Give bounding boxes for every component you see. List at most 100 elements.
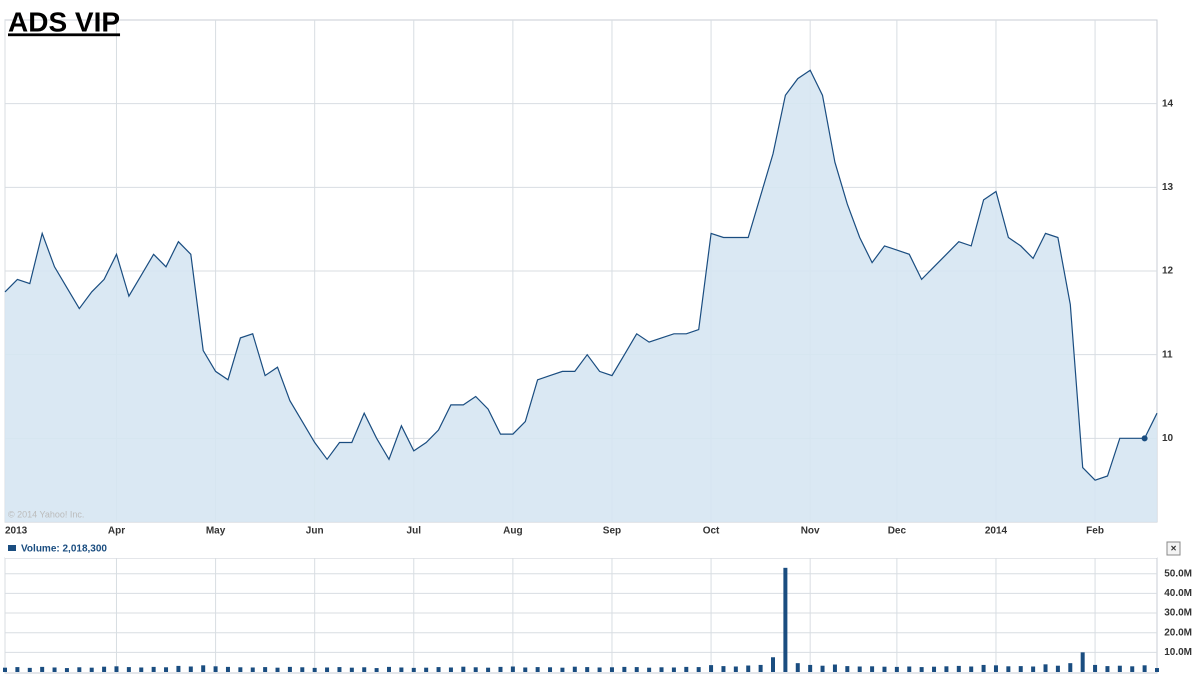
volume-bar [164,667,169,672]
volume-bar [1117,665,1122,672]
y-tick-label: 10 [1162,433,1174,444]
volume-bar [981,664,986,672]
volume-bar [300,667,305,672]
volume-bar [609,667,614,672]
volume-bar [659,667,664,672]
volume-bar [3,667,7,672]
volume-bar [64,668,69,672]
volume-bar [399,667,404,672]
volume-bar [622,666,627,672]
volume-bar [89,667,94,672]
volume-bar [349,667,354,672]
volume-bar [1043,664,1048,672]
volume-bar [733,666,738,672]
volume-bar [572,666,577,672]
volume-y-tick-label: 50.0M [1164,568,1192,579]
volume-bar [201,665,206,672]
volume-y-tick-label: 10.0M [1164,647,1192,658]
volume-bar [560,667,565,672]
volume-bar [250,667,255,672]
volume-bar [424,667,429,672]
x-tick-label: Oct [703,526,720,537]
volume-bar [126,667,131,672]
x-tick-label: Aug [503,526,522,537]
volume-bar [832,664,837,672]
volume-bar [1055,665,1060,672]
volume-bar [894,666,899,672]
volume-bar [845,666,850,672]
volume-y-tick-label: 30.0M [1164,608,1192,619]
volume-bar [448,667,453,672]
volume-bar [647,667,652,672]
x-tick-label: Feb [1086,526,1104,537]
volume-bar [1068,663,1073,672]
chart-title: ADS VIP [8,6,120,37]
volume-bar [671,667,676,672]
price-area [5,70,1157,522]
volume-bar [436,667,441,672]
volume-bar [1093,664,1098,672]
volume-bar [52,667,57,672]
volume-bar [1006,666,1011,672]
credit: © 2014 Yahoo! Inc. [8,509,84,519]
volume-bar [721,666,726,672]
volume-bar [27,667,32,672]
volume-bar [585,667,590,672]
volume-y-tick-label: 20.0M [1164,627,1192,638]
volume-bar [40,666,45,672]
x-tick-label: May [206,526,226,537]
volume-bar [1018,666,1023,672]
volume-bar [932,666,937,672]
volume-bar [263,667,268,672]
volume-bar [1142,665,1147,672]
volume-plot-frame [4,557,1158,674]
volume-bar [758,664,763,672]
volume-bar [213,666,218,672]
volume-bar [238,667,243,672]
y-tick-label: 13 [1162,182,1174,193]
close-icon: × [1171,544,1177,555]
volume-bar [820,665,825,672]
volume-bar [746,665,751,672]
y-tick-label: 12 [1162,266,1174,277]
x-tick-label: 2013 [5,526,28,537]
volume-bar [188,666,193,672]
volume-bar [993,665,998,672]
volume-bar [808,664,813,672]
x-tick-label: 2014 [985,526,1008,537]
x-tick-label: Sep [603,526,621,537]
volume-bar [387,666,391,672]
volume-bar [337,667,342,672]
volume-bar [795,663,800,672]
volume-bar [548,667,553,672]
volume-bar [597,667,602,672]
volume-bar [1130,666,1135,672]
close-button[interactable] [1166,541,1181,556]
x-tick-label: Jul [407,526,422,537]
volume-bar [1031,666,1036,672]
volume-bar [1080,652,1085,672]
y-tick-label: 14 [1162,98,1174,109]
volume-legend-swatch [8,545,16,551]
volume-bar [102,666,107,672]
last-point [1141,435,1148,442]
volume-bar [225,666,230,672]
volume-bar [139,667,144,672]
volume-bar [535,667,540,672]
volume-bar [510,666,515,672]
volume-bar [969,666,974,672]
volume-bar [151,666,156,672]
volume-bar [709,665,714,672]
x-tick-label: Apr [108,526,125,537]
volume-bar [882,666,887,672]
volume-bar [1155,668,1159,672]
x-tick-label: Jun [306,526,324,537]
volume-y-tick-label: 40.0M [1164,588,1192,599]
volume-bar [374,668,379,672]
volume-bar [696,667,701,672]
x-tick-label: Dec [888,526,907,537]
volume-bar [771,657,775,672]
volume-bar [907,666,912,672]
volume-bar [1105,666,1110,672]
